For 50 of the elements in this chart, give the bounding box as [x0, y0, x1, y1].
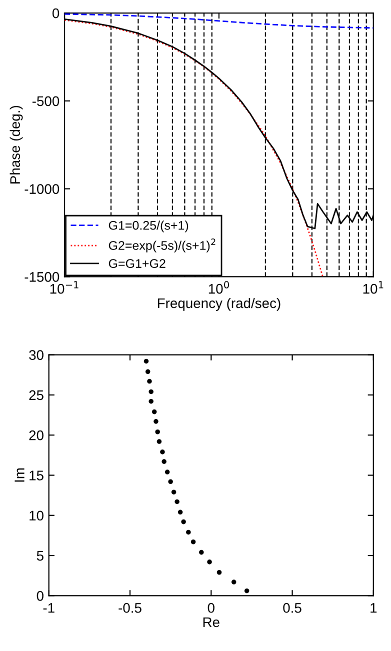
point [148, 398, 154, 404]
y-tick-label: -500 [32, 96, 60, 106]
x-tick-label: -1 [43, 603, 54, 613]
point [216, 570, 222, 575]
x-axis-title: Re [203, 617, 220, 628]
point [162, 459, 166, 464]
point [152, 409, 157, 414]
point [244, 588, 250, 594]
y-tick-label: 15 [30, 470, 44, 480]
legend-label: G=G1+G2 [108, 259, 166, 268]
point [148, 389, 154, 394]
point [231, 580, 236, 584]
y-tick-label: 25 [29, 390, 44, 400]
y-tick-label: 5 [36, 550, 44, 561]
y-tick-label: 30 [29, 350, 44, 360]
y-tick-label: 20 [29, 430, 44, 440]
legend-label: G2=exp(-5s)/(s+1)$^{2}$ [108, 238, 216, 252]
x-axis-title: Frequency (rad/sec) [158, 298, 280, 311]
x-tick-label: 0 [208, 602, 214, 613]
point [178, 510, 183, 515]
x-tick-label: -0.5 [118, 602, 142, 613]
y-axis-title: Im [14, 468, 24, 482]
x-tick-label: 10$^{0}$ [208, 281, 229, 294]
point [171, 490, 176, 494]
y-tick-label: 0 [52, 8, 60, 18]
point [190, 539, 196, 544]
legend-label: G1=0.25/(s+1) [108, 220, 188, 232]
point [186, 530, 191, 535]
point [207, 560, 212, 564]
y-tick-label: -1500 [24, 272, 60, 282]
point [164, 470, 170, 474]
point [154, 419, 158, 424]
point [145, 369, 150, 374]
point [155, 429, 160, 434]
y-tick-label: 10 [30, 510, 44, 521]
x-tick-label: 10$^{−1}$ [50, 281, 78, 294]
point [199, 550, 204, 555]
point [160, 450, 165, 454]
point [156, 439, 162, 444]
point [147, 378, 152, 384]
point [168, 479, 173, 484]
point [174, 499, 180, 504]
x-tick-label: 0.5 [283, 602, 302, 613]
point [181, 519, 186, 524]
y-tick-label: 0 [36, 591, 44, 601]
point [144, 358, 149, 364]
x-tick-label: 10$^{1}$ [363, 281, 384, 294]
x-tick-label: 1 [370, 603, 377, 613]
y-tick-label: -1000 [24, 184, 60, 194]
y-axis-title: Phase (deg.) [10, 106, 23, 184]
